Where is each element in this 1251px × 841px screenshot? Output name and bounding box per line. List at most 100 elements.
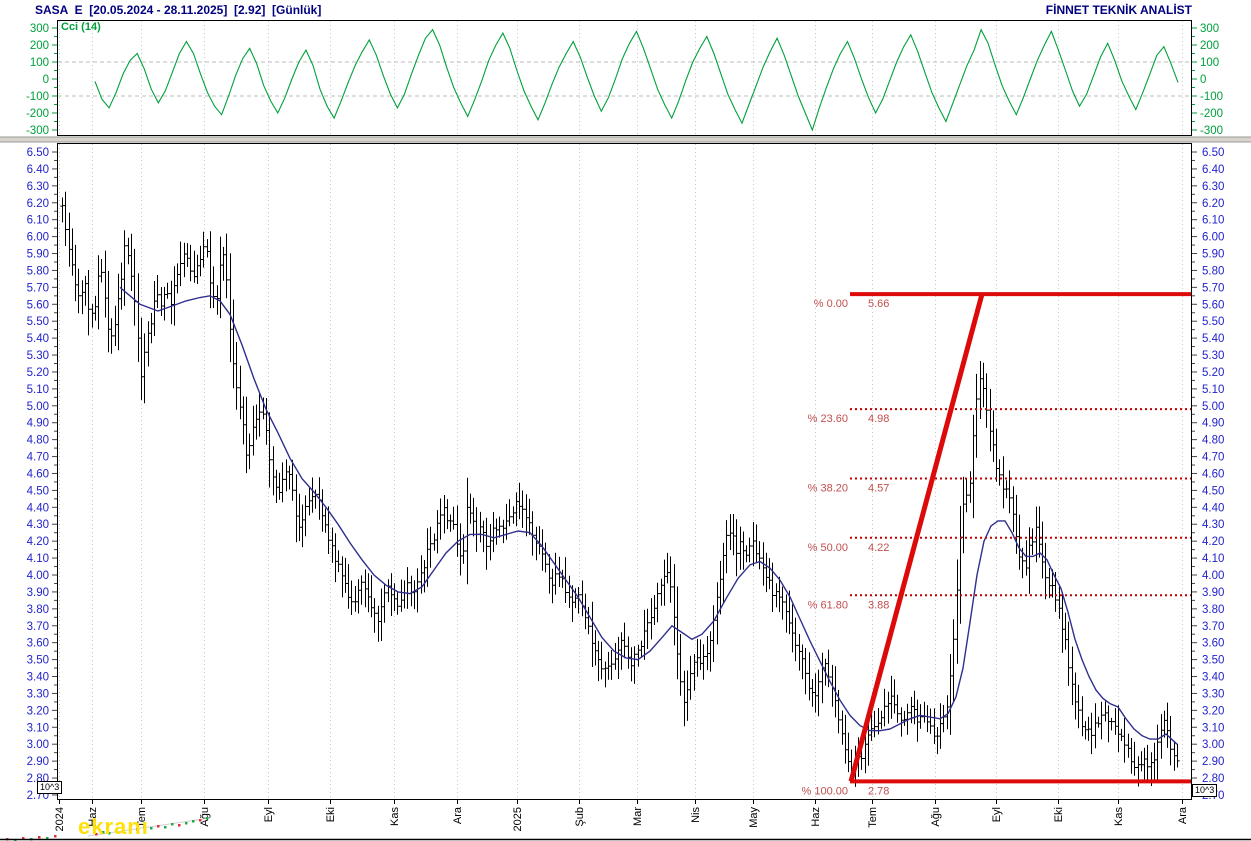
price-tick-label: 5.10: [27, 384, 49, 396]
price-tick-label: 4.80: [27, 435, 49, 447]
price-tick-label: 3.30: [27, 688, 49, 700]
price-tick-label: 6.30: [27, 181, 49, 193]
price-tick-label: 4.60: [27, 468, 49, 480]
cci-tick-label: 200: [30, 40, 49, 52]
price-tick-label: 4.30: [1202, 519, 1224, 531]
fib-value-label: 4.98: [868, 413, 889, 425]
cci-tick-label: -300: [1200, 125, 1223, 137]
price-tick-label: 6.40: [27, 164, 49, 176]
price-tick-label: 3.80: [1202, 604, 1224, 616]
month-gridlines: [59, 21, 1183, 799]
price-tick-label: 4.40: [1202, 502, 1224, 514]
panel-separator[interactable]: [0, 137, 1251, 142]
month-label: 2024: [54, 807, 66, 831]
price-tick-label: 3.80: [27, 604, 49, 616]
app-brand-title: FİNNET TEKNİK ANALİST: [1045, 3, 1192, 17]
price-tick-label: 3.90: [27, 587, 49, 599]
price-tick-label: 3.10: [27, 722, 49, 734]
price-tick-label: 6.10: [1202, 215, 1224, 227]
cci-tick-label: -200: [26, 108, 49, 120]
price-tick-label: 4.70: [27, 452, 49, 464]
price-tick-label: 5.00: [1202, 401, 1224, 413]
price-tick-label: 5.50: [27, 316, 49, 328]
price-tick-label: 3.60: [1202, 638, 1224, 650]
main-plot-area[interactable]: [57, 143, 1192, 800]
month-label: Haz: [810, 807, 822, 827]
month-label: Tem: [867, 807, 879, 828]
price-tick-label: 5.30: [27, 350, 49, 362]
price-tick-label: 6.20: [27, 198, 49, 210]
price-tick-label: 3.10: [1202, 722, 1224, 734]
price-tick-label: 6.30: [1202, 181, 1224, 193]
fib-percent-label: % 38.20: [808, 483, 848, 495]
price-tick-label: 5.50: [1202, 316, 1224, 328]
month-label: Tem: [136, 807, 148, 828]
price-tick-label: 5.30: [1202, 350, 1224, 362]
fib-value-label: 4.57: [868, 483, 889, 495]
cci-panel-border: [57, 20, 1192, 136]
price-tick-label: 5.60: [1202, 299, 1224, 311]
price-tick-label: 4.90: [27, 418, 49, 430]
month-label: Kas: [1113, 807, 1125, 826]
cci-tick-label: 0: [43, 74, 49, 86]
price-tick-label: 3.40: [1202, 672, 1224, 684]
price-tick-label: 6.10: [27, 215, 49, 227]
price-tick-label: 5.80: [1202, 265, 1224, 277]
month-label: Ara: [452, 806, 464, 824]
month-label: Ara: [1177, 806, 1189, 824]
cci-tick-label: 300: [30, 23, 49, 35]
price-tick-label: 6.50: [1202, 147, 1224, 159]
price-tick-label: 6.20: [1202, 198, 1224, 210]
price-tick-label: 3.90: [1202, 587, 1224, 599]
price-tick-label: 4.20: [1202, 536, 1224, 548]
price-tick-label: 6.50: [27, 147, 49, 159]
fib-percent-label: % 0.00: [814, 298, 848, 310]
cci-tick-label: -300: [26, 125, 49, 137]
price-tick-label: 4.50: [27, 485, 49, 497]
price-tick-label: 3.50: [27, 655, 49, 667]
cci-tick-label: 0: [1200, 74, 1206, 86]
month-label: Eki: [1053, 807, 1065, 822]
cci-indicator-label: Cci (14): [61, 21, 101, 33]
price-tick-label: 4.40: [27, 502, 49, 514]
month-label: Eyl: [263, 807, 275, 822]
fib-retracement[interactable]: [848, 292, 1192, 784]
month-label: Şub: [574, 807, 586, 827]
month-label: Kas: [389, 807, 401, 826]
fib-percent-label: % 61.80: [808, 599, 848, 611]
cci-tick-label: -100: [1200, 91, 1223, 103]
watermark-sparkline: [6, 817, 211, 841]
month-label: May: [748, 807, 760, 828]
cci-tick-label: 300: [1200, 23, 1219, 35]
price-tick-label: 4.30: [27, 519, 49, 531]
price-tick-label: 5.90: [1202, 249, 1224, 261]
price-tick-label: 6.00: [27, 232, 49, 244]
month-label: Haz: [87, 807, 99, 827]
price-tick-label: 4.50: [1202, 485, 1224, 497]
price-tick-label: 4.20: [27, 536, 49, 548]
cci-plot-area[interactable]: [57, 20, 1192, 136]
price-tick-label: 5.40: [27, 333, 49, 345]
price-tick-label: 2.90: [1202, 756, 1224, 768]
price-tick-label: 5.20: [27, 367, 49, 379]
price-tick-label: 5.70: [27, 282, 49, 294]
scale-power-badge-left: 10^3: [37, 781, 63, 794]
price-tick-label: 3.70: [1202, 621, 1224, 633]
price-tick-label: 3.30: [1202, 688, 1224, 700]
price-tick-label: 2.80: [1202, 773, 1224, 785]
month-label: Ağu: [199, 807, 211, 827]
price-tick-label: 5.80: [27, 265, 49, 277]
price-tick-label: 4.70: [1202, 452, 1224, 464]
price-tick-label: 4.80: [1202, 435, 1224, 447]
price-tick-label: 6.00: [1202, 232, 1224, 244]
fib-percent-label: % 23.60: [808, 413, 848, 425]
scale-power-badge-right: 10^3: [1192, 784, 1218, 797]
price-tick-label: 3.60: [27, 638, 49, 650]
fib-value-label: 3.88: [868, 599, 889, 611]
symbol-title: SASA E [20.05.2024 - 28.11.2025] [2.92] …: [35, 3, 322, 17]
price-tick-label: 5.60: [27, 299, 49, 311]
month-label: Mar: [632, 807, 644, 826]
fib-trend-line[interactable]: [848, 293, 985, 783]
